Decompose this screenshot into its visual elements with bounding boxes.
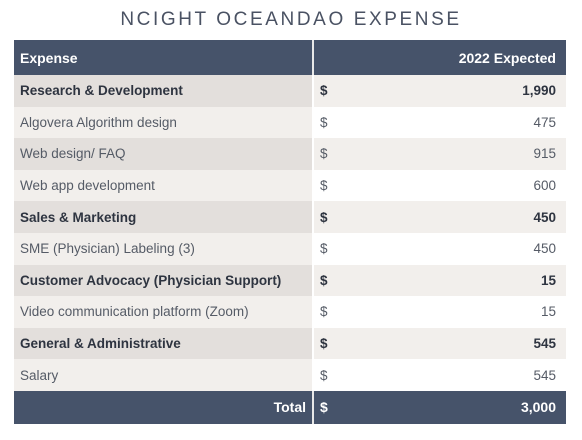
header-2022-expected: 2022 Expected [458, 49, 556, 66]
column-divider [312, 40, 314, 75]
expense-label: Salary [14, 359, 312, 391]
table-row: SME (Physician) Labeling (3) $450 [14, 232, 566, 265]
currency-symbol: $ [314, 264, 354, 297]
table-total-row: Total $ 3,000 [14, 390, 566, 424]
expense-label: Research & Development [14, 75, 312, 107]
column-divider [312, 169, 314, 202]
currency-symbol: $ [314, 106, 354, 139]
column-divider [312, 264, 314, 297]
expense-value: 915 [354, 138, 566, 170]
currency-symbol: $ [314, 138, 354, 170]
expense-value: 545 [354, 359, 566, 391]
expense-value: 15 [354, 296, 566, 328]
column-divider [312, 75, 314, 107]
category-row: General & Administrative $545 [14, 327, 566, 360]
table-row: Video communication platform (Zoom) $15 [14, 296, 566, 328]
table-header-row: Expense 2022 Expected [14, 40, 566, 75]
expense-label: Sales & Marketing [14, 201, 312, 233]
column-divider [312, 106, 314, 139]
expense-label: Web design/ FAQ [14, 138, 312, 170]
page-title: NCIGHT OCEANDAO EXPENSE [120, 9, 462, 30]
currency-symbol: $ [314, 169, 354, 202]
total-currency: $ [320, 399, 328, 416]
column-divider [312, 390, 314, 424]
expense-label: Customer Advocacy (Physician Support) [14, 264, 312, 297]
currency-symbol: $ [314, 359, 354, 391]
expense-label: General & Administrative [14, 327, 312, 360]
expense-value: 475 [354, 106, 566, 139]
currency-symbol: $ [314, 327, 354, 360]
table-row: Web design/ FAQ $915 [14, 138, 566, 170]
table-body: Research & Development $1,990 Algovera Alg… [14, 75, 566, 391]
column-divider [312, 359, 314, 391]
expense-value: 15 [354, 264, 566, 297]
header-expense: Expense [20, 49, 78, 66]
currency-symbol: $ [314, 232, 354, 265]
category-row: Customer Advocacy (Physician Support) $15 [14, 264, 566, 297]
total-value: 3,000 [520, 399, 556, 416]
expense-label: SME (Physician) Labeling (3) [14, 232, 312, 265]
table-row: Algovera Algorithm design $475 [14, 106, 566, 139]
total-label: Total [273, 399, 306, 416]
expense-label: Algovera Algorithm design [14, 106, 312, 139]
currency-symbol: $ [314, 75, 354, 107]
expense-table: Expense 2022 Expected Research & Develop… [14, 40, 566, 424]
column-divider [312, 232, 314, 265]
column-divider [312, 201, 314, 233]
column-divider [312, 296, 314, 328]
expense-value: 450 [354, 201, 566, 233]
table-row: Salary $545 [14, 359, 566, 391]
expense-value: 600 [354, 169, 566, 202]
column-divider [312, 138, 314, 170]
expense-label: Web app development [14, 169, 312, 202]
expense-value: 450 [354, 232, 566, 265]
expense-label: Video communication platform (Zoom) [14, 296, 312, 328]
expense-value: 545 [354, 327, 566, 360]
category-row: Sales & Marketing $450 [14, 201, 566, 233]
currency-symbol: $ [314, 296, 354, 328]
category-row: Research & Development $1,990 [14, 75, 566, 107]
currency-symbol: $ [314, 201, 354, 233]
table-row: Web app development $600 [14, 169, 566, 202]
expense-value: 1,990 [354, 75, 566, 107]
column-divider [312, 327, 314, 360]
